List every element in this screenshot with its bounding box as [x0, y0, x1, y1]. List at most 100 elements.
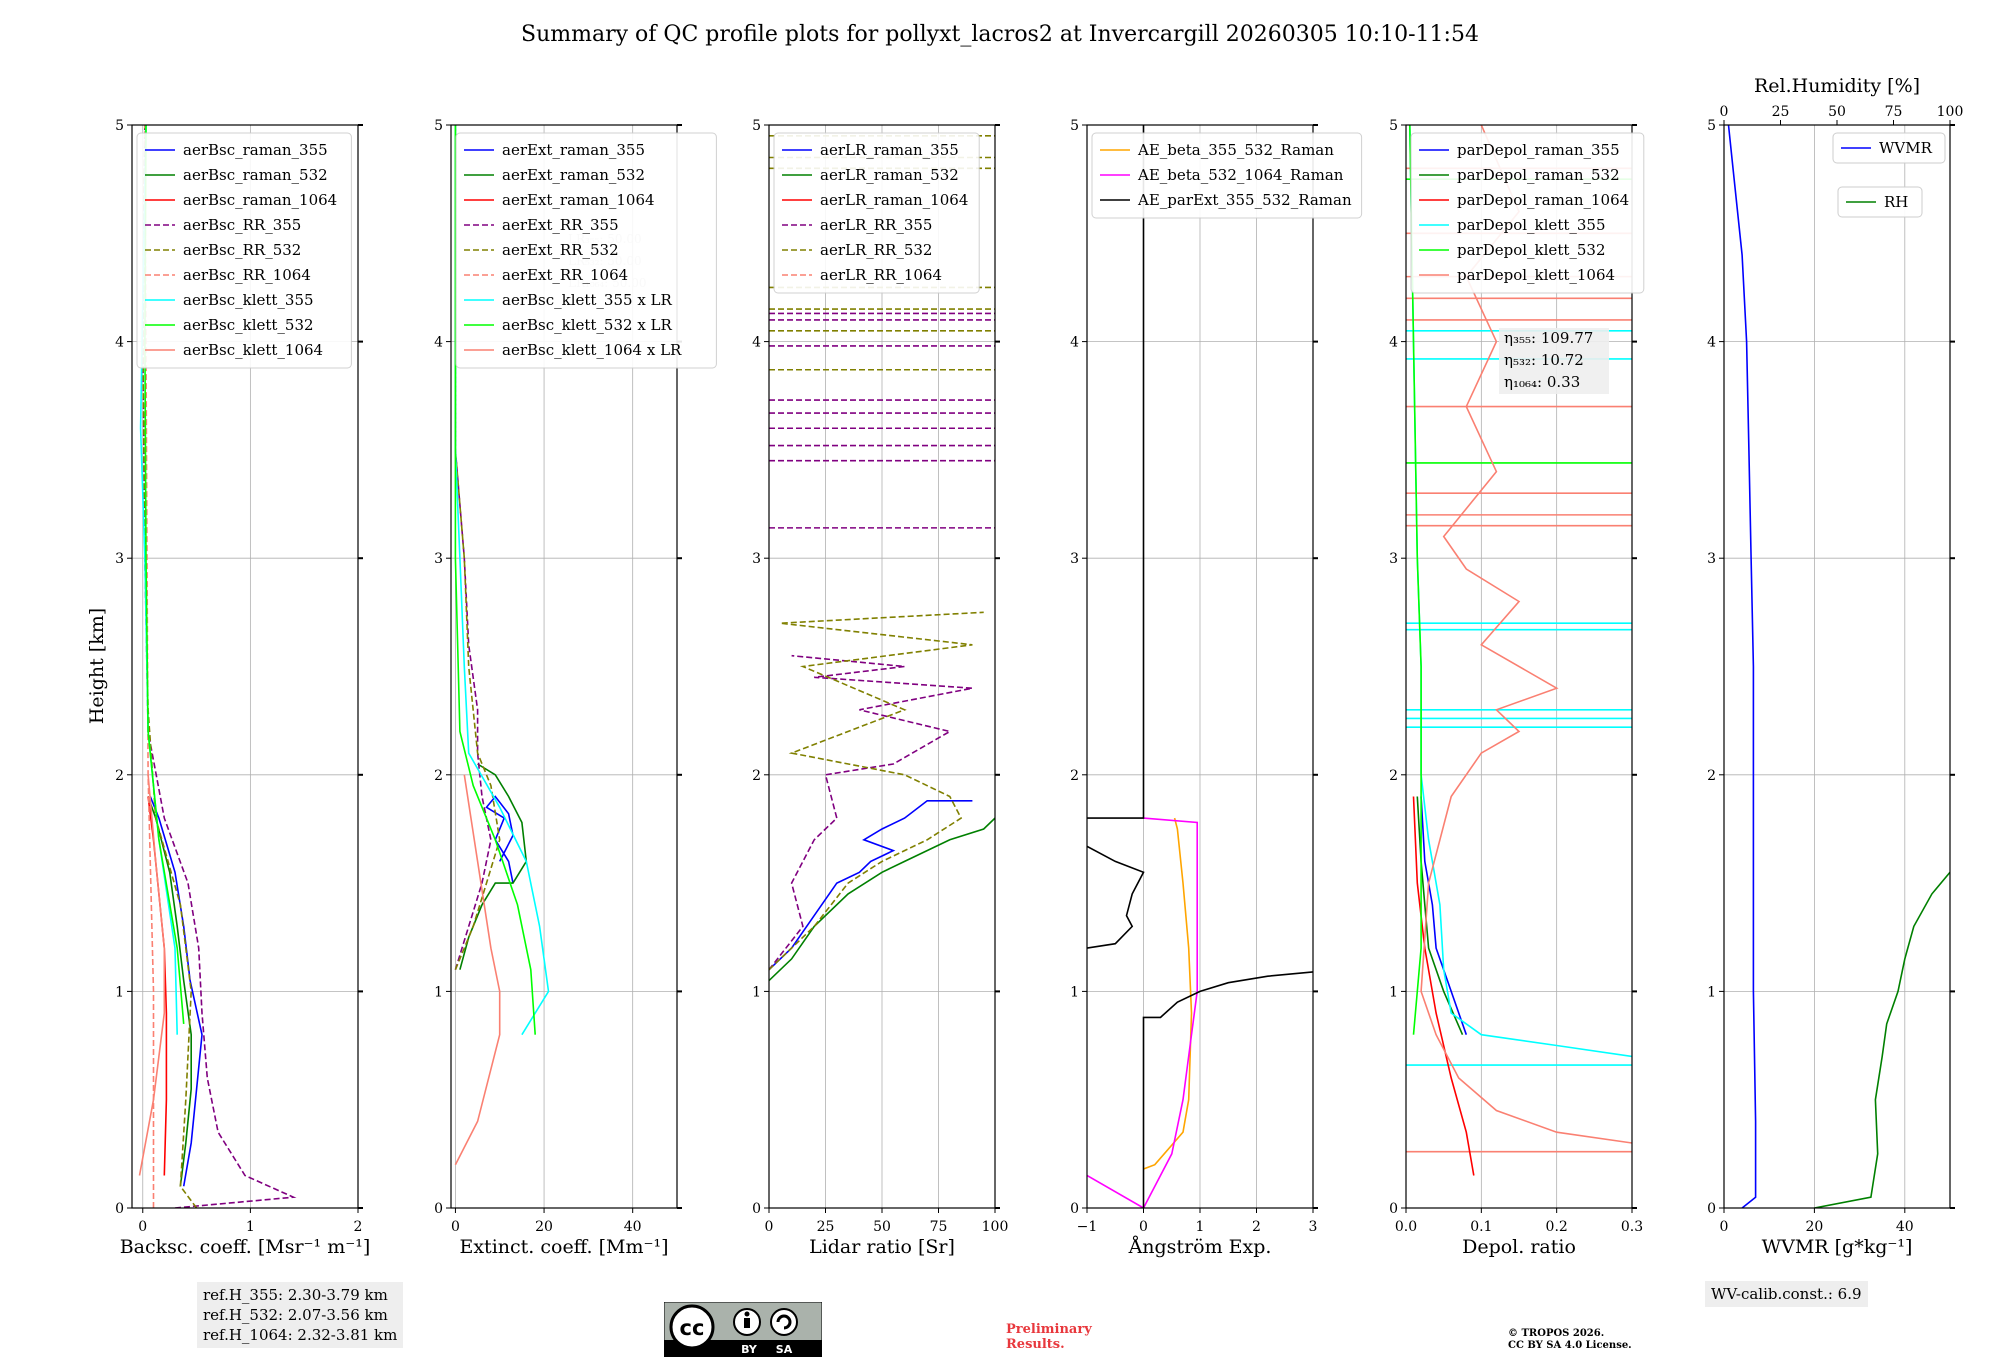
- series-line: [138, 774, 166, 1176]
- data-layer: [1727, 125, 1950, 1208]
- series-line: [1087, 125, 1145, 819]
- y-tick-label: 2: [1707, 768, 1716, 784]
- legend-box: [773, 132, 980, 294]
- x-tick-label: 20: [535, 1219, 553, 1235]
- x-tick-label: 100: [982, 1219, 1009, 1235]
- axes-frame: [1405, 124, 1633, 1209]
- x-tick-label: 75: [930, 1219, 948, 1235]
- x-tick-label: 0: [1139, 1219, 1148, 1235]
- x-axis-label: Extinct. coeff. [Mm⁻¹]: [459, 1236, 668, 1258]
- annotation-text: η₃₅₅: 109.77: [1504, 329, 1593, 347]
- legend-label: aerExt_RR_1064: [502, 266, 628, 284]
- series-line: [769, 800, 973, 971]
- annotation-box: [1499, 328, 1609, 394]
- series-line: [454, 774, 501, 1166]
- cc-logo-text: cc: [680, 1316, 705, 1340]
- legend-label: aerBsc_RR_1064: [183, 266, 311, 284]
- x-tick-label: 0.2: [1546, 1219, 1568, 1235]
- top-x-tick-label: 25: [1772, 104, 1790, 120]
- series-line: [1420, 125, 1632, 1144]
- y-tick-label: 3: [434, 551, 443, 567]
- y-tick-label: 3: [1070, 551, 1079, 567]
- x-axis-label: WVMR [g*kg⁻¹]: [1762, 1236, 1913, 1258]
- y-tick-label: 5: [115, 118, 124, 134]
- series-line: [149, 796, 203, 1187]
- ref-height-1064: ref.H_1064: 2.32-3.81 km: [203, 1326, 398, 1344]
- series-line: [769, 654, 973, 971]
- top-x-axis-label: Rel.Humidity [%]: [1754, 75, 1920, 97]
- y-tick-label: 1: [115, 984, 124, 1000]
- top-x-tick-label: 75: [1885, 104, 1903, 120]
- cc-by-sa-license-badge: cc BY SA: [664, 1302, 822, 1357]
- y-tick-label: 4: [1070, 335, 1079, 351]
- series-line: [1814, 871, 1950, 1208]
- x-axis-label: Ångström Exp.: [1128, 1236, 1272, 1258]
- x-tick-label: 2: [1252, 1219, 1261, 1235]
- copyright-line-1: © TROPOS 2026.: [1508, 1328, 1605, 1339]
- legend-label: aerBsc_raman_355: [183, 141, 328, 159]
- legend-box: [1091, 132, 1363, 219]
- legend-label: AE_beta_355_532_Raman: [1137, 141, 1334, 159]
- wv-calibration-constant: WV-calib.const.: 6.9: [1711, 1285, 1862, 1303]
- x-tick-label: 3: [1309, 1219, 1318, 1235]
- x-axis-label: Backsc. coeff. [Msr⁻¹ m⁻¹]: [120, 1236, 371, 1258]
- x-tick-label: −1: [1077, 1219, 1098, 1235]
- copyright-note: © TROPOS 2026. CC BY SA 4.0 License.: [1508, 1328, 1632, 1352]
- copyright-line-2: CC BY SA 4.0 License.: [1508, 1340, 1632, 1351]
- preliminary-line-2: Results.: [1006, 1337, 1065, 1352]
- x-tick-label: 0: [1720, 1219, 1729, 1235]
- legend-label: parDepol_klett_532: [1457, 241, 1606, 259]
- attribution-icon: [744, 1311, 750, 1317]
- y-tick-label: 0: [1707, 1201, 1716, 1217]
- x-tick-label: 0.3: [1621, 1219, 1643, 1235]
- x-tick-label: 0: [451, 1219, 460, 1235]
- legend-label: AE_parExt_355_532_Raman: [1137, 191, 1352, 209]
- y-tick-label: 3: [1389, 551, 1398, 567]
- y-tick-label: 0: [1070, 1201, 1079, 1217]
- x-tick-label: 0: [765, 1219, 774, 1235]
- legend-label: aerLR_RR_1064: [820, 266, 942, 284]
- x-tick-label: 25: [817, 1219, 835, 1235]
- legend-label: WVMR: [1879, 139, 1933, 157]
- y-tick-label: 3: [752, 551, 761, 567]
- x-tick-label: 1: [246, 1219, 255, 1235]
- legend-label: parDepol_raman_355: [1457, 141, 1620, 159]
- series-line: [1087, 817, 1198, 1208]
- x-tick-label: 0: [138, 1219, 147, 1235]
- legend-label: aerBsc_klett_532: [183, 316, 314, 334]
- x-axis-label: Depol. ratio: [1462, 1236, 1576, 1258]
- legend-label: aerBsc_klett_1064 x LR: [502, 341, 682, 359]
- x-tick-label: 1: [1196, 1219, 1205, 1235]
- y-tick-label: 0: [434, 1201, 443, 1217]
- y-tick-label: 2: [1070, 768, 1079, 784]
- wv-calibration-box: WV-calib.const.: 6.9: [1705, 1281, 1868, 1307]
- legend-label: parDepol_klett_355: [1457, 216, 1606, 234]
- y-tick-label: 0: [752, 1201, 761, 1217]
- y-tick-label: 1: [1707, 984, 1716, 1000]
- ref-height-355: ref.H_355: 2.30-3.79 km: [203, 1286, 388, 1304]
- license-by-label: BY: [741, 1343, 758, 1356]
- y-tick-label: 4: [434, 335, 443, 351]
- legend-label: aerExt_RR_532: [502, 241, 619, 259]
- legend-label: RH: [1884, 193, 1908, 211]
- y-tick-label: 0: [115, 1201, 124, 1217]
- preliminary-note: Preliminary Results.: [1006, 1322, 1092, 1352]
- y-tick-label: 2: [752, 768, 761, 784]
- legend-label: aerExt_raman_1064: [502, 191, 655, 209]
- legend-label: aerBsc_klett_532 x LR: [502, 316, 673, 334]
- series-line: [485, 795, 514, 884]
- legend-label: AE_beta_532_1064_Raman: [1137, 166, 1344, 184]
- y-tick-label: 2: [115, 768, 124, 784]
- series-line: [141, 125, 198, 1208]
- license-sa-label: SA: [776, 1343, 793, 1356]
- legend-label: parDepol_raman_1064: [1457, 191, 1629, 209]
- x-tick-label: 20: [1805, 1219, 1823, 1235]
- series-line: [769, 817, 995, 982]
- y-tick-label: 3: [115, 551, 124, 567]
- legend-box: [1832, 132, 1946, 164]
- y-tick-label: 1: [1070, 984, 1079, 1000]
- legend-label: aerLR_raman_532: [820, 166, 959, 184]
